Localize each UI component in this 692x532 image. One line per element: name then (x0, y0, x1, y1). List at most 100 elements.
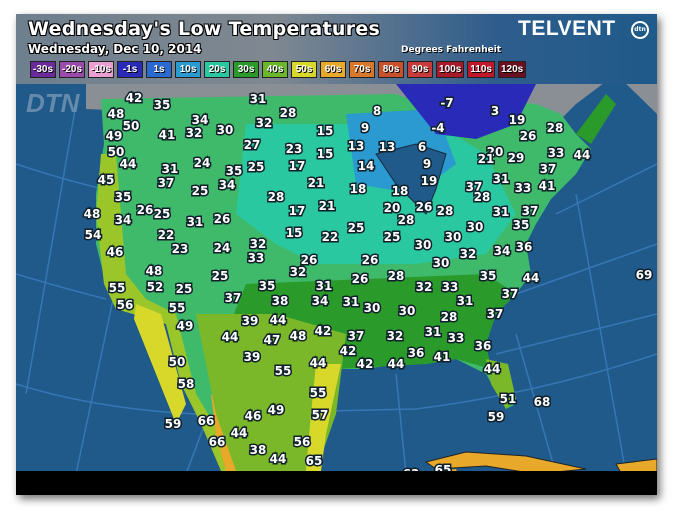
temperature-label: 9 (423, 157, 431, 171)
temperature-label: 32 (256, 116, 273, 130)
temperature-label: 66 (209, 435, 226, 449)
temperature-label: 15 (317, 147, 334, 161)
telvent-logo: TELVENT (518, 17, 616, 40)
temperature-label: 13 (348, 139, 365, 153)
temperature-label: 52 (147, 280, 164, 294)
temperature-label: 28 (547, 121, 564, 135)
temperature-label: 34 (312, 294, 329, 308)
weather-map: 42 35 31 28 48 50 34 32 49 41 32 30 15 50 27 23 15 44 24 31… (16, 14, 657, 495)
temperature-label: 47 (264, 333, 281, 347)
temperature-label: 50 (123, 119, 140, 133)
legend-swatch: -20s (59, 61, 86, 78)
temperature-label: 42 (126, 91, 143, 105)
temperature-label: 39 (244, 350, 261, 364)
temperature-label: 26 (137, 203, 154, 217)
legend-swatch: 60s (320, 61, 347, 78)
temperature-label: 6 (418, 140, 426, 154)
temperature-label: 44 (270, 313, 287, 327)
temperature-label: 25 (248, 160, 265, 174)
temperature-label: 49 (106, 129, 123, 143)
ontario-very-cold (396, 84, 536, 139)
florida (486, 359, 516, 409)
temperature-label: 22 (158, 228, 175, 242)
temperature-label: 30 (415, 238, 432, 252)
temperature-label: 31 (187, 215, 204, 229)
temperature-label: 29 (508, 151, 525, 165)
temperature-label: 32 (460, 247, 477, 261)
temperature-label: 24 (194, 156, 211, 170)
legend-swatch: 110s (467, 61, 495, 78)
legend-swatch: 100s (436, 61, 465, 78)
temperature-label: 34 (115, 213, 132, 227)
temperature-label: 32 (416, 280, 433, 294)
temperature-label: 31 (162, 162, 179, 176)
temperature-label: 68 (534, 395, 551, 409)
temperature-label: 34 (494, 244, 511, 258)
temperature-label: 14 (358, 159, 375, 173)
temperature-label: 23 (286, 142, 303, 156)
temperature-label: 41 (539, 179, 556, 193)
bottom-bar (16, 471, 657, 495)
temperature-label: 13 (379, 140, 396, 154)
temperature-label: 32 (387, 329, 404, 343)
temperature-label: 59 (488, 410, 505, 424)
temperature-label: 21 (319, 199, 336, 213)
temperature-label: 26 (214, 212, 231, 226)
texas-mexico-40s (196, 314, 346, 471)
temperature-label: 51 (500, 392, 517, 406)
legend-swatch: 70s (349, 61, 376, 78)
temperature-label: 3 (491, 104, 499, 118)
temperature-label: -4 (431, 121, 444, 135)
legend-swatch: 1s (146, 61, 173, 78)
map-title: Wednesday's Low Temperatures (28, 18, 381, 40)
temperature-label: 27 (244, 138, 261, 152)
units-label: Degrees Fahrenheit (401, 45, 502, 55)
legend-swatch: 90s (407, 61, 434, 78)
temperature-label: 26 (416, 200, 433, 214)
temperature-label: 37 (225, 291, 242, 305)
temperature-label: 49 (268, 403, 285, 417)
temperature-label: 37 (540, 162, 557, 176)
legend-swatch: 20s (204, 61, 231, 78)
temperature-label: 55 (169, 301, 186, 315)
temperature-label: 15 (317, 124, 334, 138)
temperature-label: 25 (192, 184, 209, 198)
temperature-label: 31 (316, 279, 333, 293)
temperature-label: 37 (487, 307, 504, 321)
temperature-label: 44 (120, 157, 137, 171)
temperature-label: 37 (502, 287, 519, 301)
temperature-label: 33 (515, 181, 532, 195)
temperature-label: 44 (574, 148, 591, 162)
temperature-label: 35 (259, 279, 276, 293)
temperature-label: 33 (448, 331, 465, 345)
temperature-label: 32 (250, 237, 267, 251)
temperature-label: 44 (310, 356, 327, 370)
temperature-label: 48 (146, 264, 163, 278)
temperature-label: 25 (176, 282, 193, 296)
temperature-label: 28 (280, 106, 297, 120)
temperature-label: 31 (493, 172, 510, 186)
temperature-label: 42 (315, 324, 332, 338)
temperature-label: 20 (487, 145, 504, 159)
temperature-label: 26 (352, 272, 369, 286)
baja-peninsula (134, 304, 186, 424)
temperature-label: 55 (310, 386, 327, 400)
temperature-label: 54 (85, 228, 102, 242)
temperature-label: 66 (198, 414, 215, 428)
temperature-label: 37 (522, 204, 539, 218)
temperature-label: 8 (373, 104, 381, 118)
temperature-label: 31 (493, 205, 510, 219)
temperature-label: 35 (226, 164, 243, 178)
temperature-label: 18 (392, 184, 409, 198)
temperature-label: 46 (245, 409, 262, 423)
temperature-label: 23 (172, 242, 189, 256)
temperature-label: 31 (343, 295, 360, 309)
temperature-label: 44 (523, 271, 540, 285)
temperature-label: 44 (231, 426, 248, 440)
temperature-label: 34 (192, 113, 209, 127)
temperature-label: 26 (520, 129, 537, 143)
temperature-label: 32 (290, 265, 307, 279)
temperature-label: 21 (478, 152, 495, 166)
